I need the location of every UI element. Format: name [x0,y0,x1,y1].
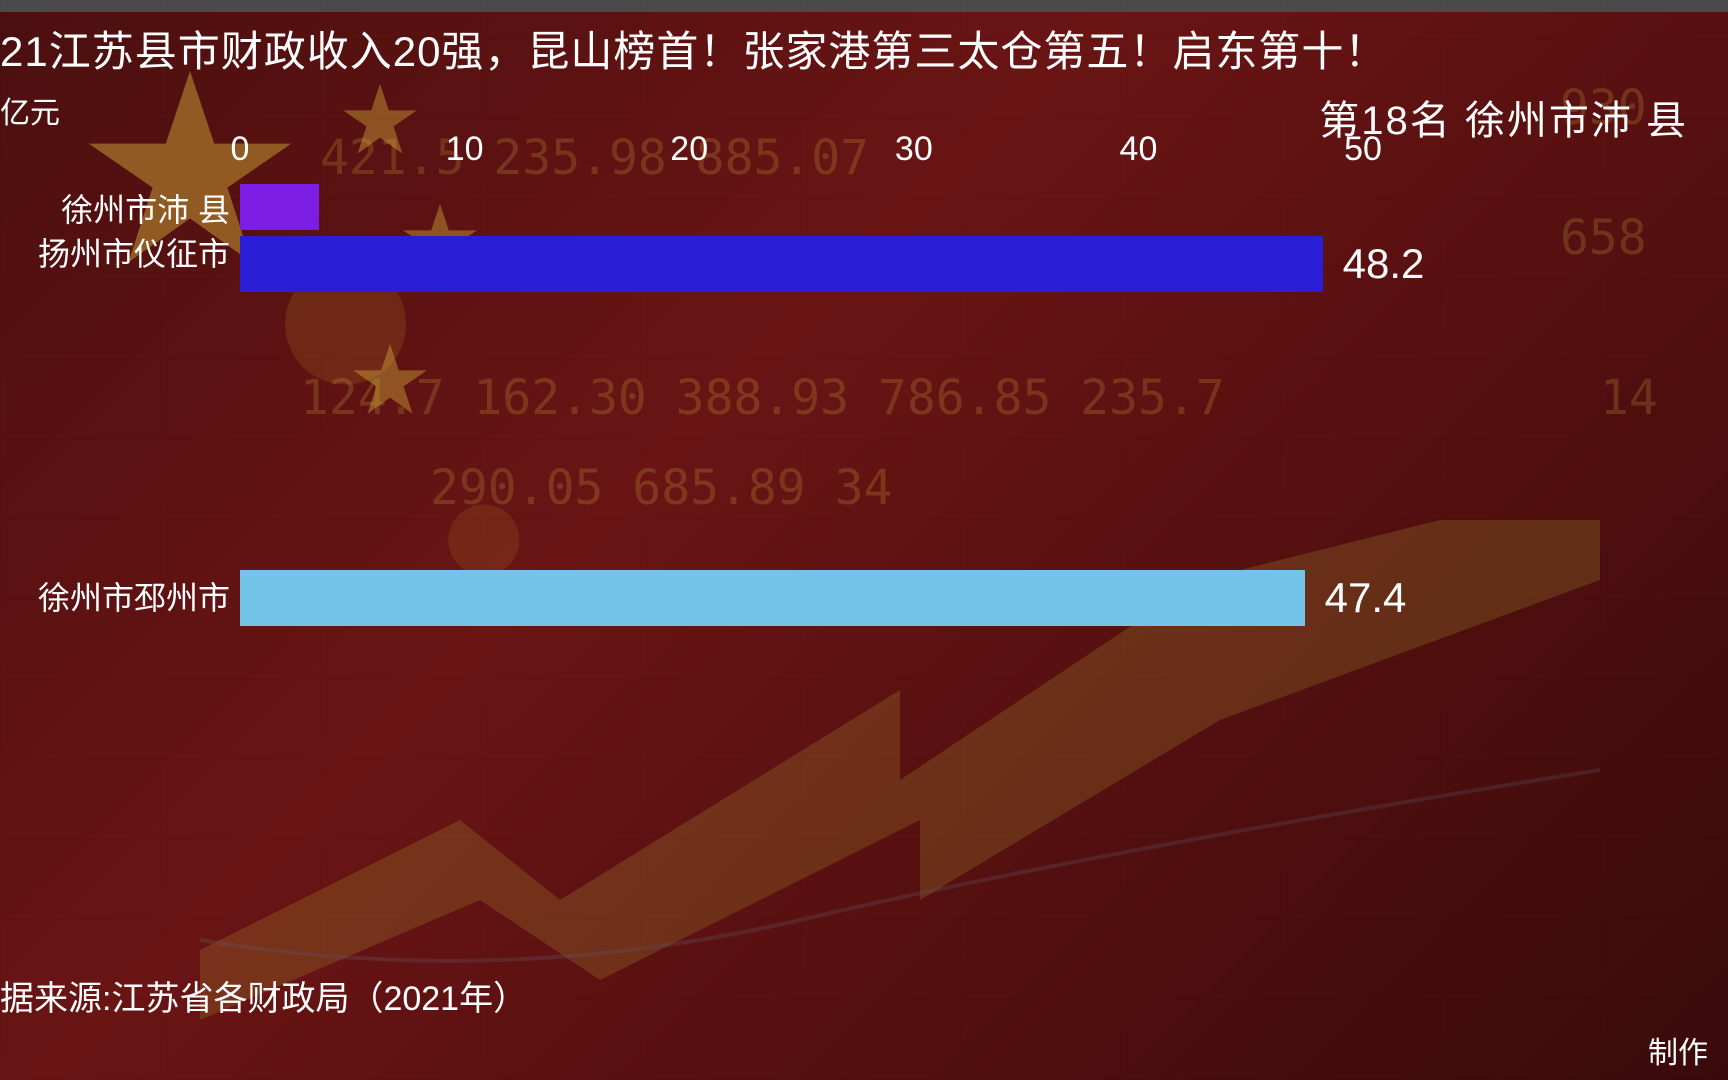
maker-label: 制作 [1648,1028,1708,1072]
x-tick: 40 [1120,130,1158,169]
row-label: 扬州市仪征市 [38,232,230,276]
bar-host: 47.4 [240,570,1305,626]
row-labels: 徐州市邳州市 [38,576,230,620]
x-axis: 01020304050 [240,130,1408,180]
x-tick: 50 [1344,130,1382,169]
chart-row: 徐州市沛 县扬州市仪征市48.2 [0,236,1708,292]
x-tick: 30 [895,130,933,169]
chart-title: 21江苏县市财政收入20强，昆山榜首！张家港第三太仓第五！启东第十！ [0,18,1387,79]
unit-label: 亿元 [0,88,60,132]
x-tick: 20 [670,130,708,169]
row-label: 徐州市邳州市 [38,576,230,620]
x-tick: 10 [446,130,484,169]
bar-value: 48.2 [1343,240,1425,288]
bar-primary [240,236,1323,292]
bar-value: 47.4 [1325,574,1407,622]
bar-chart: 01020304050 徐州市沛 县扬州市仪征市48.2徐州市邳州市47.4 [0,130,1708,960]
row-labels: 徐州市沛 县扬州市仪征市 [38,188,230,276]
bar-host: 48.2 [240,236,1323,292]
bar-secondary [240,184,319,230]
chart-row: 徐州市邳州市47.4 [0,570,1708,626]
x-tick: 0 [231,130,250,169]
row-label: 徐州市沛 县 [38,188,230,232]
chart-rows: 徐州市沛 县扬州市仪征市48.2徐州市邳州市47.4 [0,190,1708,960]
bar-primary [240,570,1305,626]
data-source: 据来源:江苏省各财政局（2021年） [0,971,527,1020]
